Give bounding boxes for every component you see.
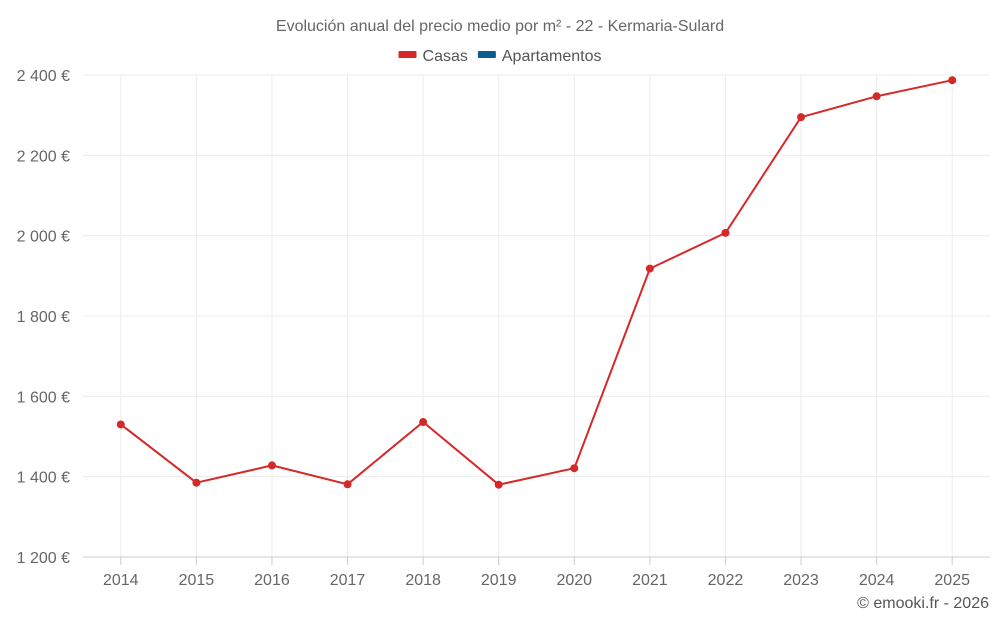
x-tick-label: 2017: [330, 572, 366, 589]
x-tick-label: 2016: [254, 572, 290, 589]
data-point[interactable]: [645, 264, 654, 273]
x-tick-label: 2014: [103, 572, 139, 589]
data-point[interactable]: [721, 228, 730, 237]
series-line-casas: [120, 79, 953, 486]
y-tick-label: 2 200 €: [17, 148, 70, 165]
legend: Casas Apartamentos: [398, 48, 602, 65]
credit-text: © emooki.fr - 2026: [857, 595, 989, 612]
legend-swatch-apartamentos[interactable]: [477, 51, 496, 58]
data-point[interactable]: [948, 76, 957, 85]
data-point[interactable]: [267, 461, 276, 470]
data-point[interactable]: [872, 92, 881, 101]
x-tick-label: 2019: [481, 572, 517, 589]
data-point[interactable]: [192, 478, 201, 487]
x-tick-label: 2015: [179, 572, 215, 589]
x-tick-label: 2022: [708, 572, 744, 589]
y-tick-label: 2 000 €: [17, 229, 70, 246]
legend-label-casas: Casas: [423, 48, 468, 65]
y-tick-label: 1 400 €: [17, 470, 70, 487]
data-point[interactable]: [419, 418, 428, 427]
legend-swatch-casas[interactable]: [398, 51, 417, 58]
data-point[interactable]: [570, 464, 579, 473]
y-tick-label: 2 400 €: [17, 68, 70, 85]
axes: 1 200 € 1 400 € 1 600 € 1 800 € 2 000 € 2 200…: [17, 68, 990, 589]
x-tick-label: 2018: [405, 572, 441, 589]
data-point[interactable]: [494, 480, 503, 489]
data-point[interactable]: [343, 480, 352, 489]
x-tick-label: 2023: [783, 572, 819, 589]
series-layer: [116, 76, 957, 489]
data-point[interactable]: [116, 420, 125, 429]
y-tick-label: 1 800 €: [17, 309, 70, 326]
grid: [83, 74, 990, 557]
data-point[interactable]: [797, 113, 806, 122]
y-tick-label: 1 600 €: [17, 389, 70, 406]
legend-label-apartamentos: Apartamentos: [502, 48, 602, 65]
y-tick-label: 1 200 €: [17, 550, 70, 567]
x-tick-label: 2024: [859, 572, 895, 589]
x-tick-label: 2025: [934, 572, 970, 589]
x-tick-label: 2020: [556, 572, 592, 589]
chart-title: Evolución anual del precio medio por m² …: [276, 18, 724, 35]
x-tick-label: 2021: [632, 572, 668, 589]
